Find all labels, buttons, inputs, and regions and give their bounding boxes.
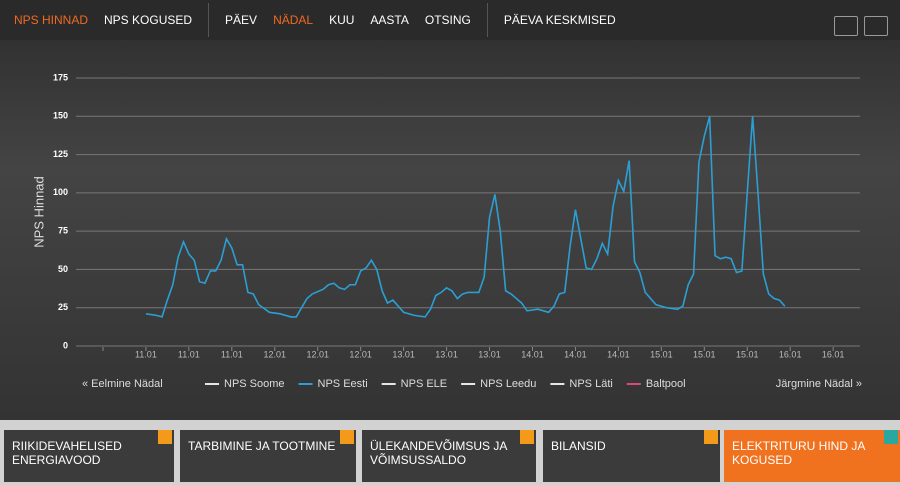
tile-icon (340, 430, 354, 444)
y-tick-label: 150 (53, 111, 68, 121)
tile-label: ELEKTRITURU HIND JA KOGUSED (732, 439, 865, 467)
x-tick-label: 14.01 (564, 349, 587, 359)
x-tick-label: 15.01 (650, 349, 673, 359)
line-view-button[interactable] (834, 16, 858, 36)
x-tick-label: 13.01 (435, 349, 458, 359)
nav-item[interactable]: NÄDAL (273, 13, 314, 27)
tile-label: TARBIMINE JA TOOTMINE (188, 439, 336, 453)
x-tick-label: 12.01 (349, 349, 372, 359)
y-tick-label: 75 (58, 226, 68, 236)
x-tick-label: 16.01 (779, 349, 802, 359)
tile-label: RIIKIDEVAHELISED ENERGIAVOOD (12, 439, 122, 467)
nav-item[interactable]: PÄEVA KESKMISED (503, 13, 616, 27)
legend-label[interactable]: NPS Soome (224, 378, 285, 390)
y-tick-label: 125 (53, 149, 68, 159)
tile-label: ÜLEKANDEVÕIMSUS JA VÕIMSUSSALDO (370, 439, 507, 467)
separator (486, 3, 488, 37)
y-tick-label: 50 (58, 264, 68, 274)
y-axis-label: NPS Hinnad (31, 176, 46, 248)
view-icons (834, 16, 888, 36)
legend-label[interactable]: Baltpool (646, 378, 686, 390)
prev-link[interactable]: « Eelmine Nädal (82, 378, 163, 390)
next-link[interactable]: Järgmine Nädal » (776, 378, 862, 390)
x-tick-label: 13.01 (478, 349, 501, 359)
tile-icon (704, 430, 718, 444)
x-tick-label: 14.01 (521, 349, 544, 359)
separator (208, 3, 210, 37)
legend-label[interactable]: NPS Eesti (318, 378, 368, 390)
y-tick-label: 100 (53, 187, 68, 197)
tile[interactable]: BILANSID (543, 430, 720, 482)
nav-item[interactable]: PÄEV (225, 13, 258, 27)
nav-item[interactable]: NPS HINNAD (14, 13, 89, 27)
x-tick-label: 11.01 (221, 349, 243, 359)
x-tick-label: 16.01 (822, 349, 845, 359)
x-tick-label: 15.01 (693, 349, 716, 359)
x-tick-label: 12.01 (306, 349, 329, 359)
y-tick-label: 175 (53, 72, 68, 82)
chart-panel (0, 0, 900, 420)
nav-item[interactable]: NPS KOGUSED (104, 13, 193, 27)
x-tick-label: 11.01 (178, 349, 200, 359)
x-tick-label: 14.01 (607, 349, 630, 359)
line-series (145, 116, 786, 318)
tile-icon (520, 430, 534, 444)
tile-icon (158, 430, 172, 444)
legend-label[interactable]: NPS Läti (569, 378, 612, 390)
legend-label[interactable]: NPS Leedu (480, 378, 536, 390)
nav-item[interactable]: KUU (329, 13, 355, 27)
chart: NPS Hinnad « Eelmine Nädal Järgmine Näda… (31, 72, 862, 390)
x-tick-label: 15.01 (736, 349, 759, 359)
y-tick-label: 0 (63, 340, 68, 350)
table-view-button[interactable] (864, 16, 888, 36)
tile-label: BILANSID (551, 439, 606, 453)
tile[interactable]: TARBIMINE JA TOOTMINE (180, 430, 356, 482)
x-tick-label: 12.01 (263, 349, 286, 359)
tile[interactable]: ÜLEKANDEVÕIMSUS JA VÕIMSUSSALDO (362, 430, 536, 482)
legend-label[interactable]: NPS ELE (401, 378, 447, 390)
x-tick-label: 11.01 (135, 349, 157, 359)
tile[interactable]: ELEKTRITURU HIND JA KOGUSED (724, 430, 900, 482)
tile-icon (884, 430, 898, 444)
top-nav: NPS HINNAD NPS KOGUSED PÄEV NÄDAL KUU AA… (0, 0, 900, 40)
nav-item[interactable]: OTSING (424, 13, 471, 27)
nav-item[interactable]: AASTA (370, 13, 409, 27)
tile[interactable]: RIIKIDEVAHELISED ENERGIAVOOD (4, 430, 174, 482)
y-tick-label: 25 (58, 302, 68, 312)
x-tick-label: 13.01 (392, 349, 415, 359)
